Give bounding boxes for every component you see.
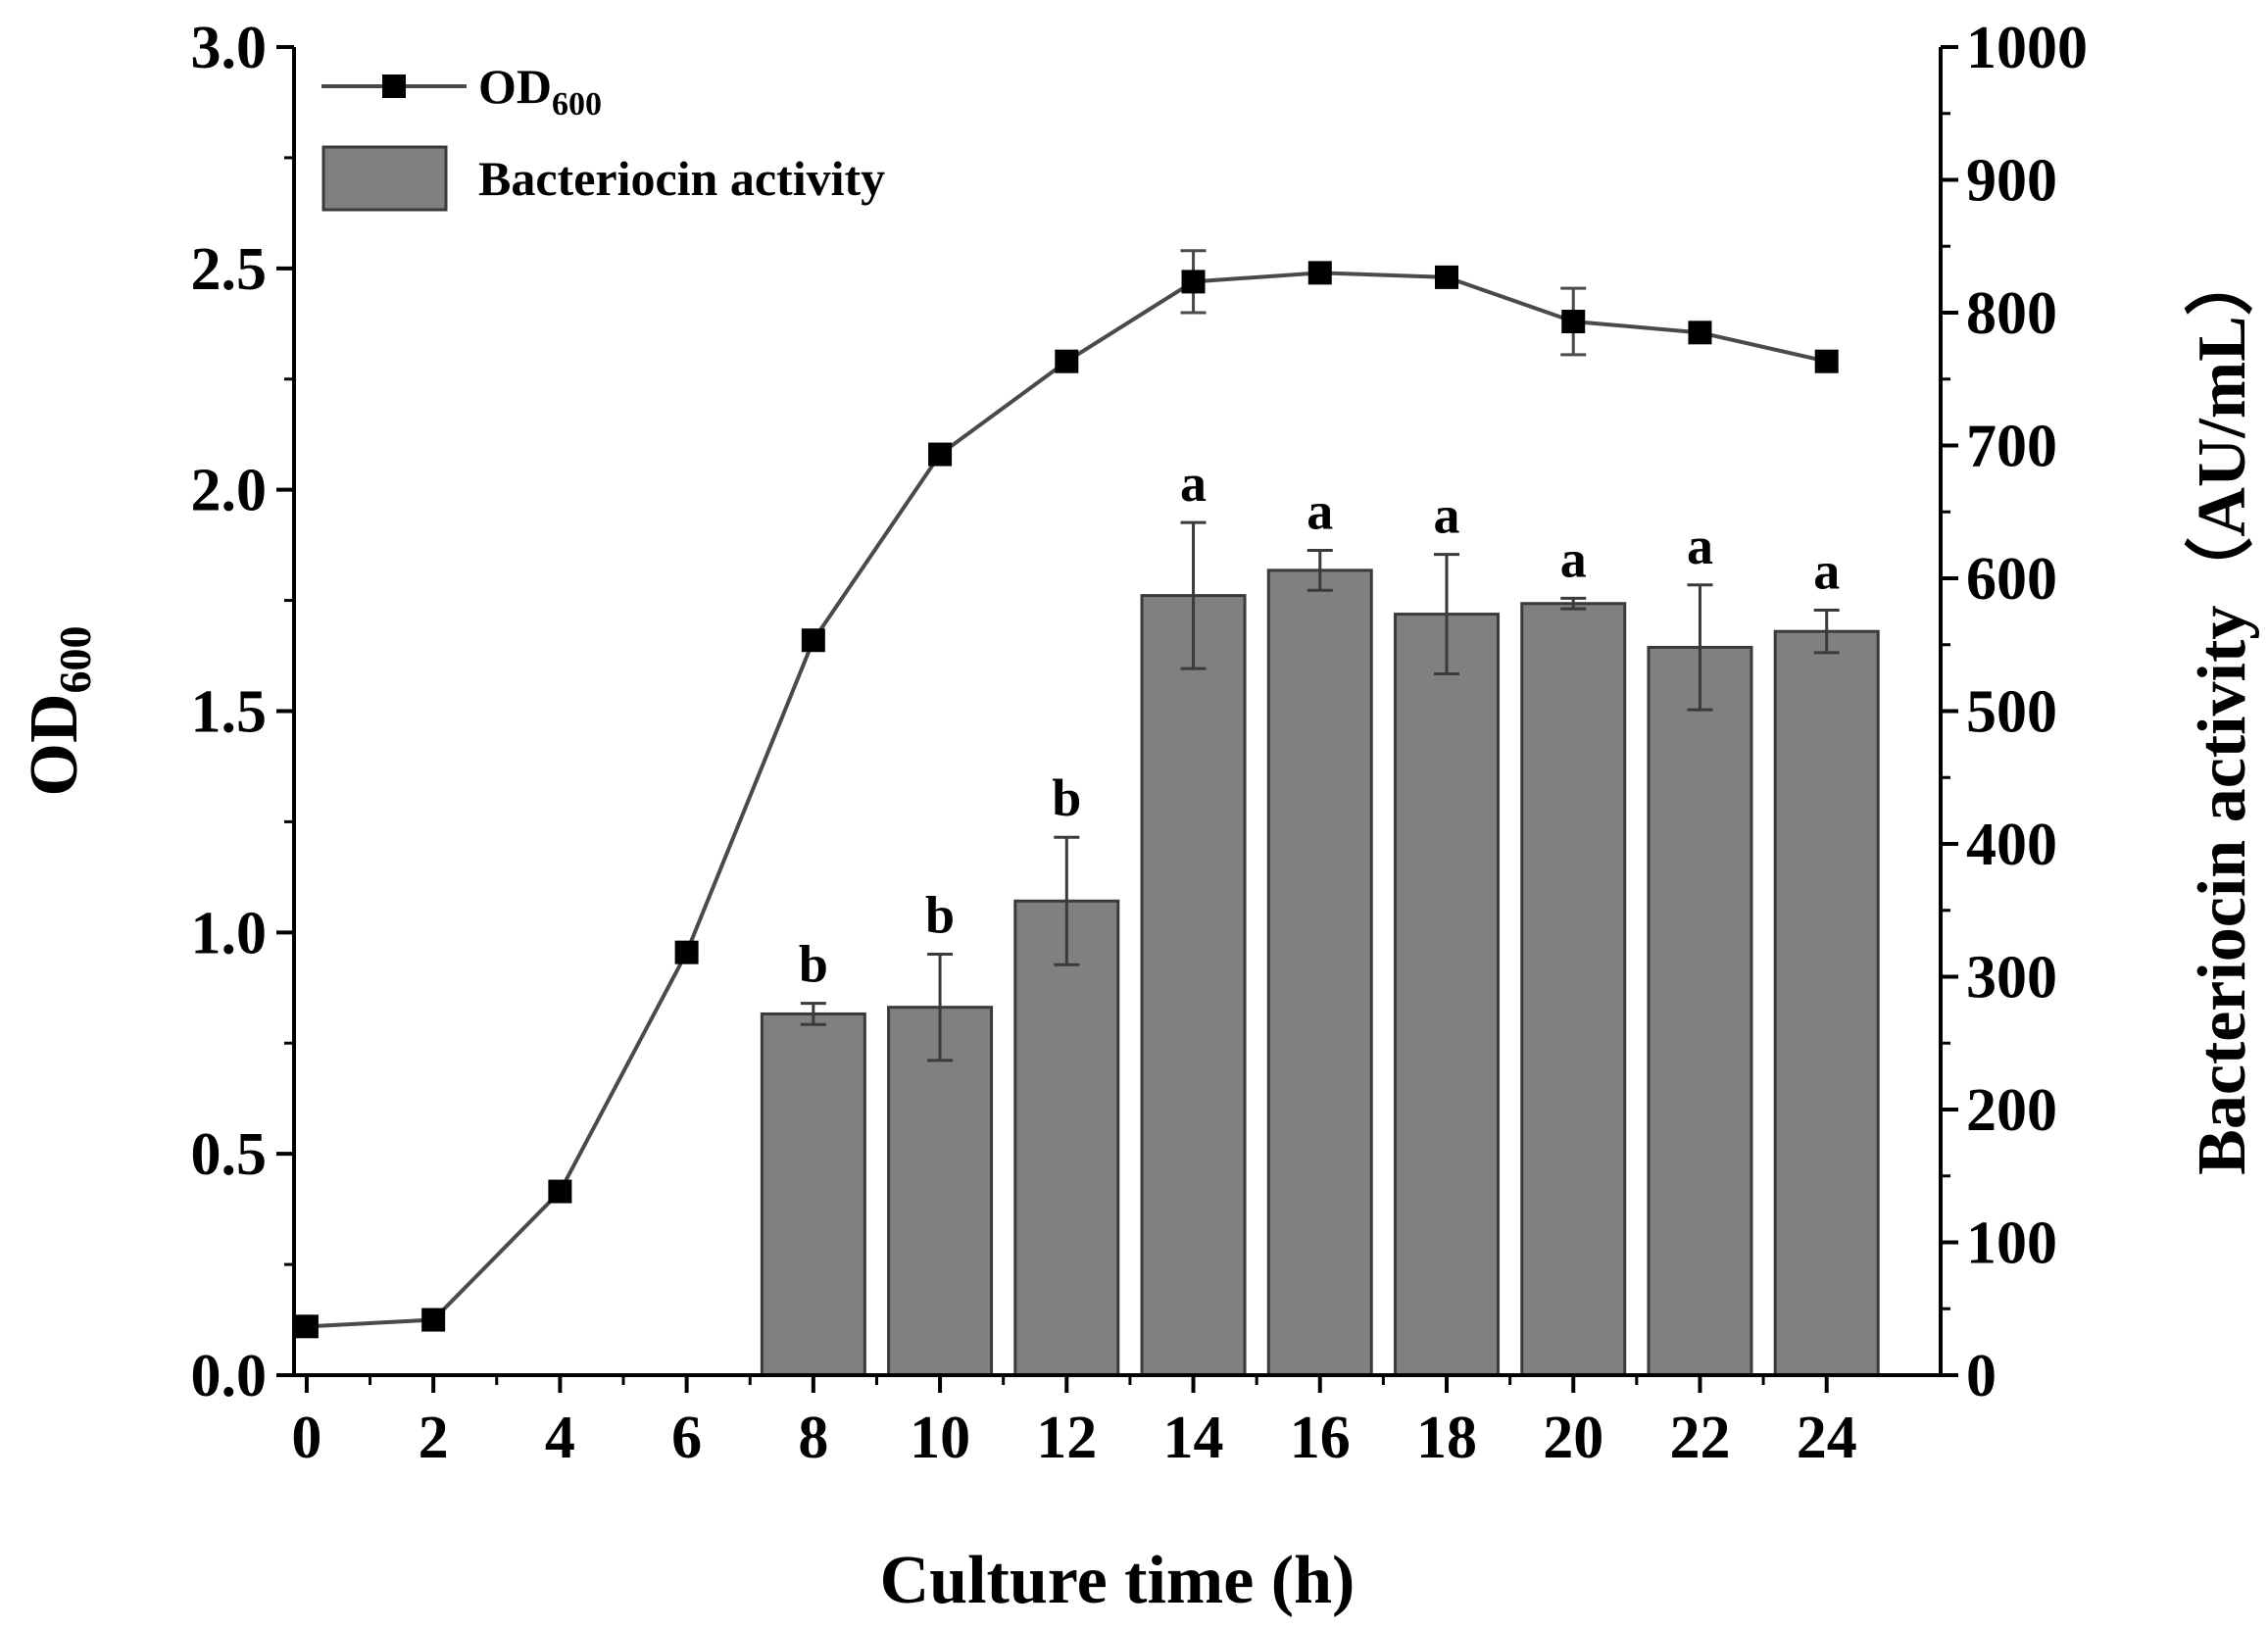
od600-marker-0h	[294, 1314, 319, 1339]
left-y-axis-title-main: OD	[17, 694, 92, 797]
od600-marker-10h	[928, 442, 953, 467]
od600-marker-4h	[548, 1179, 572, 1204]
right-y-tick-label: 100	[1966, 1210, 2057, 1277]
x-tick-label: 14	[1163, 1405, 1224, 1471]
bars-layer: b b b a a a a a a	[760, 454, 1880, 1377]
left-y-tick-label: 0.5	[191, 1121, 268, 1188]
significance-letter: b	[799, 935, 828, 994]
left-y-tick-label: 1.5	[191, 679, 268, 746]
x-tick-label: 8	[798, 1405, 828, 1471]
x-tick-label: 6	[671, 1405, 702, 1471]
od600-marker-14h	[1181, 270, 1206, 294]
od600-marker-24h	[1814, 349, 1839, 373]
x-tick-label: 20	[1543, 1405, 1603, 1471]
x-tick-label: 2	[419, 1405, 449, 1471]
left-y-tick-label: 1.0	[191, 900, 268, 966]
x-tick-label: 12	[1036, 1405, 1097, 1471]
right-y-tick-label: 800	[1966, 280, 2057, 347]
right-y-tick-label: 1000	[1966, 15, 2088, 81]
right-y-tick-label: 500	[1966, 679, 2057, 746]
left-y-tick-label: 2.0	[191, 458, 268, 524]
significance-letter: b	[1052, 768, 1081, 827]
right-y-tick-label: 300	[1966, 945, 2057, 1012]
left-y-axis-title-subscript: 600	[50, 626, 100, 694]
right-y-tick-label: 400	[1966, 812, 2057, 878]
right-y-tick-label: 600	[1966, 546, 2057, 613]
right-y-tick-label: 900	[1966, 148, 2057, 215]
bar-22h	[1647, 645, 1753, 1377]
significance-letter: a	[1813, 542, 1840, 601]
left-y-tick-label: 0.0	[191, 1343, 268, 1409]
left-y-axis-title: OD600	[17, 626, 100, 797]
legend-label-od600-main: OD	[478, 59, 552, 114]
x-tick-label: 18	[1416, 1405, 1477, 1471]
legend-label-od600-subscript: 600	[552, 86, 602, 123]
right-y-tick-label: 200	[1966, 1077, 2057, 1144]
od600-marker-22h	[1688, 321, 1712, 345]
right-y-axis-title: Bacteriocin activity（AU/mL）	[2184, 247, 2260, 1175]
x-axis-title: Culture time (h)	[880, 1543, 1356, 1618]
bar-24h	[1773, 629, 1880, 1377]
x-tick-label: 0	[291, 1405, 321, 1471]
x-tick-label: 10	[910, 1405, 970, 1471]
bar-18h	[1394, 613, 1500, 1377]
legend: OD600 Bacteriocin activity	[321, 59, 885, 212]
bar-14h	[1140, 594, 1247, 1377]
significance-letter: a	[1180, 454, 1207, 513]
bar-12h	[1013, 899, 1120, 1377]
od600-marker-20h	[1561, 310, 1586, 334]
legend-label-od600: OD600	[478, 59, 602, 123]
significance-letter: a	[1687, 517, 1713, 575]
od600-marker-16h	[1307, 261, 1332, 285]
right-y-tick-label: 0	[1966, 1343, 1997, 1409]
legend-bar-swatch	[321, 145, 448, 212]
bar-16h	[1266, 568, 1373, 1377]
bar-20h	[1520, 602, 1627, 1377]
significance-letter: a	[1434, 486, 1460, 545]
od600-marker-6h	[674, 940, 699, 964]
bar-8h	[760, 1012, 866, 1377]
od600-marker-8h	[801, 628, 825, 653]
axes-layer: 0.00.51.01.52.02.53.00100200300400500600…	[17, 15, 2260, 1618]
x-tick-label: 4	[545, 1405, 575, 1471]
od600-marker-12h	[1055, 349, 1079, 373]
left-y-tick-label: 2.5	[191, 236, 268, 303]
legend-marker-swatch	[382, 74, 406, 98]
od600-marker-18h	[1435, 265, 1458, 289]
significance-letter: a	[1307, 482, 1333, 541]
right-y-tick-label: 700	[1966, 414, 2057, 480]
legend-label-bacteriocin: Bacteriocin activity	[478, 151, 885, 206]
significance-letter: b	[925, 885, 955, 944]
left-y-tick-label: 3.0	[191, 15, 268, 81]
line-layer	[294, 249, 1839, 1339]
x-tick-label: 24	[1797, 1405, 1857, 1471]
bar-10h	[887, 1006, 994, 1377]
x-tick-label: 16	[1290, 1405, 1351, 1471]
od600-marker-2h	[421, 1308, 446, 1332]
significance-letter: a	[1560, 529, 1587, 588]
x-tick-label: 22	[1669, 1405, 1730, 1471]
